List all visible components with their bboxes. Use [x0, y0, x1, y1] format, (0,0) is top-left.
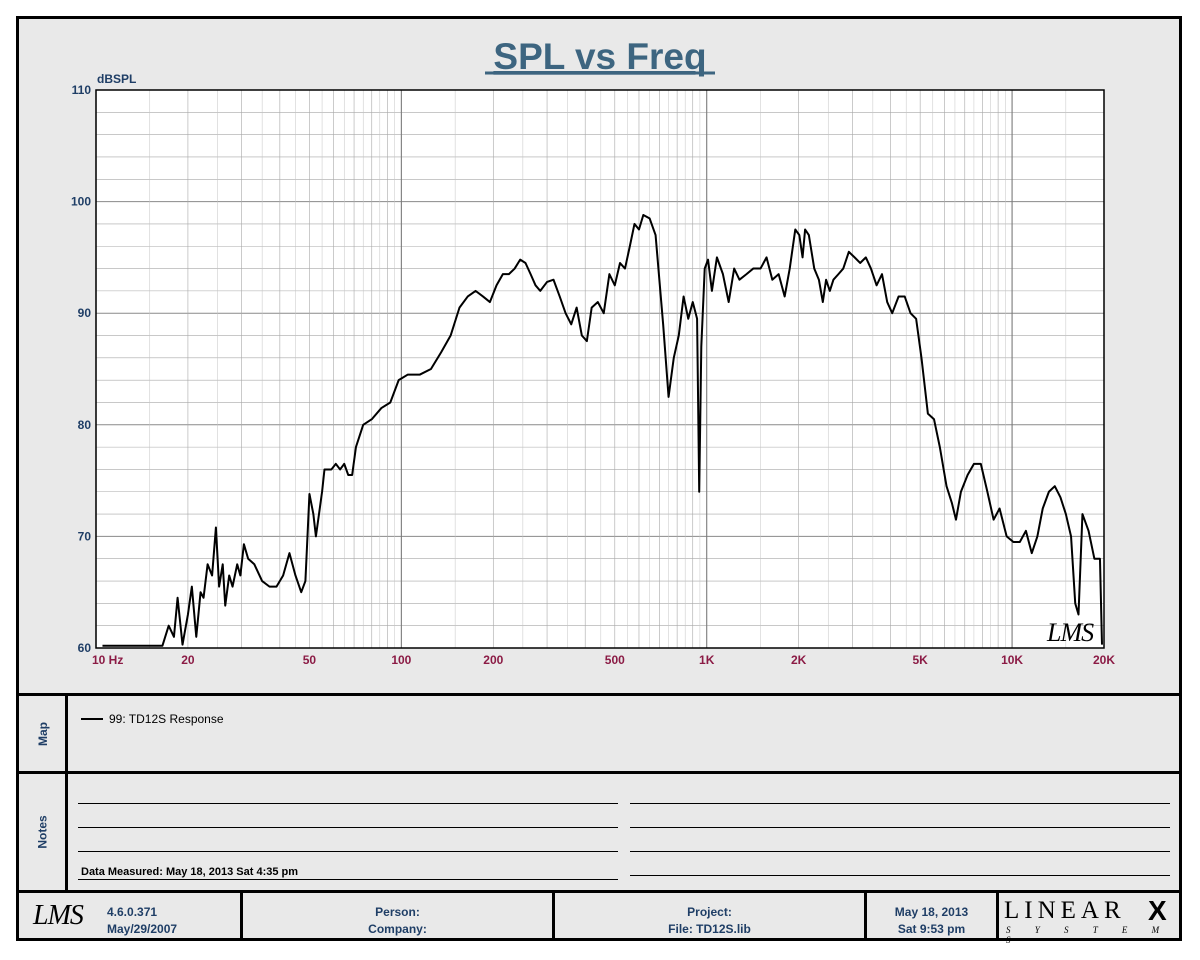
notes-label: Notes — [36, 815, 50, 849]
x-tick-label: 20 — [181, 653, 195, 667]
y-tick-label: 60 — [78, 641, 92, 655]
legend-swatch — [81, 718, 103, 720]
note-line — [630, 827, 1170, 828]
version-date: May/29/2007 — [107, 922, 178, 936]
plot-border — [95, 89, 1105, 649]
footer-divider — [996, 893, 999, 941]
linearx-wordmark: LINEAR — [1004, 897, 1126, 924]
y-axis-label: dBSPL — [97, 72, 136, 86]
divider-chart-map — [19, 693, 1179, 696]
project-file: Project: File: TD12S.lib — [555, 904, 864, 938]
x-tick-label: 100 — [391, 653, 411, 667]
divider-notes-footer — [19, 890, 1179, 893]
print-date: May 18, 2013 Sat 9:53 pm — [867, 904, 996, 938]
map-label-divider — [65, 696, 68, 771]
legend-entry: 99: TD12S Response — [81, 712, 224, 726]
note-line — [630, 803, 1170, 804]
person-label: Person: — [375, 905, 420, 919]
x-tick-label: 2K — [791, 653, 807, 667]
y-tick-label: 90 — [78, 306, 92, 320]
divider-map-notes — [19, 771, 1179, 774]
chart-text: SPL vs Freq dBSPL 60 70 80 90 100 110 10 Hz 20 50 1… — [71, 36, 1115, 667]
lms-logo: LMS — [33, 900, 84, 931]
note-line — [78, 879, 618, 880]
x-tick-label: 10 Hz — [92, 653, 123, 667]
print-time-value: Sat 9:53 pm — [897, 922, 966, 936]
note-line — [78, 803, 618, 804]
series-layer — [102, 213, 1103, 647]
axes — [95, 89, 1105, 649]
x-tick-label: 200 — [483, 653, 503, 667]
note-line — [630, 851, 1170, 852]
y-tick-label: 70 — [78, 529, 92, 543]
x-tick-label: 10K — [1001, 653, 1023, 667]
spl-chart: SPL vs Freq dBSPL 60 70 80 90 100 110 10 Hz 20 50 1… — [71, 36, 1115, 667]
lms-watermark: LMS — [1046, 618, 1094, 647]
x-tick-label: 1K — [699, 653, 715, 667]
map-label: Map — [36, 721, 50, 746]
plot-background — [96, 90, 1104, 648]
x-tick-label: 500 — [605, 653, 625, 667]
project-label: Project: — [687, 905, 732, 919]
legend-label: 99: TD12S Response — [109, 712, 224, 726]
linearx-systems: S Y S T E M S — [1006, 925, 1171, 945]
data-measured: Data Measured: May 18, 2013 Sat 4:35 pm — [81, 866, 299, 878]
y-tick-label: 100 — [71, 195, 91, 209]
note-line — [78, 851, 618, 852]
note-line — [630, 875, 1170, 876]
x-tick-label: 5K — [912, 653, 928, 667]
note-line — [78, 827, 618, 828]
chart-title: SPL vs Freq — [493, 36, 706, 77]
linearx-logo: LINEAR X S Y S T E M S — [1004, 895, 1174, 945]
linearx-x: X — [1148, 895, 1167, 926]
company-label: Company: — [368, 922, 427, 936]
footer-divider — [552, 893, 555, 941]
grid — [95, 89, 1105, 649]
person-company: Person: Company: — [243, 904, 552, 938]
print-date-value: May 18, 2013 — [894, 905, 969, 919]
report-frame: SPL vs Freq dBSPL 60 70 80 90 100 110 10 Hz 20 50 1… — [16, 16, 1182, 945]
footer-divider — [864, 893, 867, 941]
series-line-0 — [102, 213, 1103, 647]
file-label: File: TD12S.lib — [668, 922, 751, 936]
notes-label-divider — [65, 774, 68, 890]
software-version: 4.6.0.371 May/29/2007 — [107, 904, 177, 938]
y-tick-label: 80 — [78, 418, 92, 432]
footer-divider — [240, 893, 243, 941]
y-tick-label: 110 — [72, 83, 92, 97]
x-tick-label: 20K — [1093, 653, 1115, 667]
x-tick-label: 50 — [303, 653, 317, 667]
version-number: 4.6.0.371 — [107, 905, 158, 919]
